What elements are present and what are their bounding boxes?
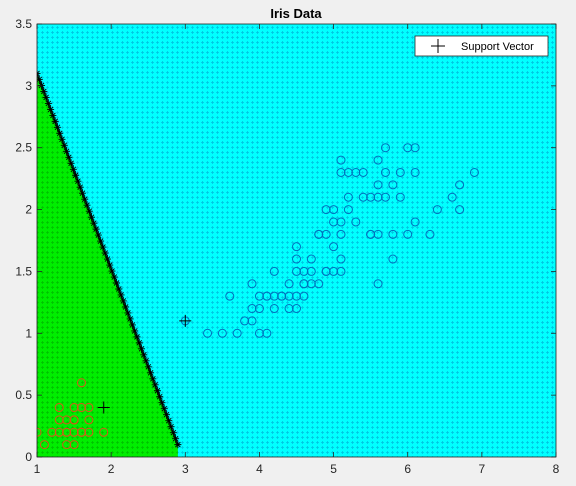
boundary-marker [54, 124, 61, 131]
boundary-marker [133, 333, 140, 340]
boundary-marker [124, 309, 131, 316]
legend: Support Vector [415, 36, 548, 56]
boundary-marker [136, 339, 143, 346]
boundary-marker [47, 106, 54, 113]
y-tick-label: 2 [25, 203, 32, 217]
y-tick-label: 2.5 [15, 141, 32, 155]
boundary-marker [138, 345, 145, 352]
boundary-marker [83, 202, 90, 209]
chart-title: Iris Data [270, 6, 322, 21]
boundary-marker [77, 184, 84, 191]
boundary-marker [172, 435, 179, 442]
boundary-marker [43, 94, 50, 101]
boundary-marker [81, 196, 88, 203]
boundary-marker [68, 160, 75, 167]
boundary-marker [163, 411, 170, 418]
boundary-marker [143, 357, 150, 364]
y-tick-label: 3.5 [15, 17, 32, 31]
boundary-marker [86, 208, 93, 215]
x-tick-label: 6 [404, 462, 411, 476]
boundary-marker [52, 118, 59, 125]
boundary-marker [108, 268, 115, 275]
boundary-marker [174, 441, 181, 448]
boundary-marker [58, 136, 65, 143]
boundary-marker [79, 190, 86, 197]
boundary-marker [154, 387, 161, 394]
y-tick-label: 3 [25, 79, 32, 93]
boundary-marker [70, 166, 77, 173]
x-tick-label: 5 [330, 462, 337, 476]
y-tick-label: 0.5 [15, 388, 32, 402]
boundary-marker [88, 214, 95, 221]
boundary-marker [127, 315, 134, 322]
y-tick-label: 1 [25, 326, 32, 340]
x-tick-label: 3 [182, 462, 189, 476]
boundary-marker [129, 321, 136, 328]
boundary-marker [122, 303, 129, 310]
x-tick-label: 7 [479, 462, 486, 476]
boundary-marker [40, 88, 47, 95]
x-tick-label: 1 [34, 462, 41, 476]
boundary-marker [90, 220, 97, 227]
boundary-marker [93, 226, 100, 233]
boundary-marker [140, 351, 147, 358]
boundary-marker [168, 423, 175, 430]
boundary-marker [118, 291, 125, 298]
boundary-marker [131, 327, 138, 334]
boundary-marker [158, 399, 165, 406]
boundary-marker [45, 100, 52, 107]
boundary-marker [65, 154, 72, 161]
boundary-marker [97, 238, 104, 245]
boundary-marker [149, 375, 156, 382]
x-tick-label: 2 [108, 462, 115, 476]
boundary-marker [120, 297, 127, 304]
boundary-marker [104, 256, 111, 263]
boundary-marker [99, 244, 106, 251]
boundary-marker [61, 142, 68, 149]
y-tick-label: 0 [25, 450, 32, 464]
boundary-marker [161, 405, 168, 412]
boundary-marker [111, 274, 118, 281]
boundary-marker [95, 232, 102, 239]
boundary-marker [74, 178, 81, 185]
boundary-marker [115, 285, 122, 292]
boundary-marker [152, 381, 159, 388]
boundary-marker [145, 363, 152, 370]
boundary-marker [56, 130, 63, 137]
x-tick-label: 8 [553, 462, 560, 476]
boundary-marker [72, 172, 79, 179]
boundary-marker [147, 369, 154, 376]
boundary-marker [156, 393, 163, 400]
boundary-marker [106, 262, 113, 269]
plot-area [33, 24, 556, 457]
legend-entry-support-vector: Support Vector [461, 41, 534, 53]
x-tick-label: 4 [256, 462, 263, 476]
boundary-marker [102, 250, 109, 257]
boundary-marker [170, 429, 177, 436]
boundary-marker [63, 148, 70, 155]
boundary-marker [113, 280, 120, 287]
boundary-marker [165, 417, 172, 424]
y-tick-label: 1.5 [15, 264, 32, 278]
boundary-marker [49, 112, 56, 119]
